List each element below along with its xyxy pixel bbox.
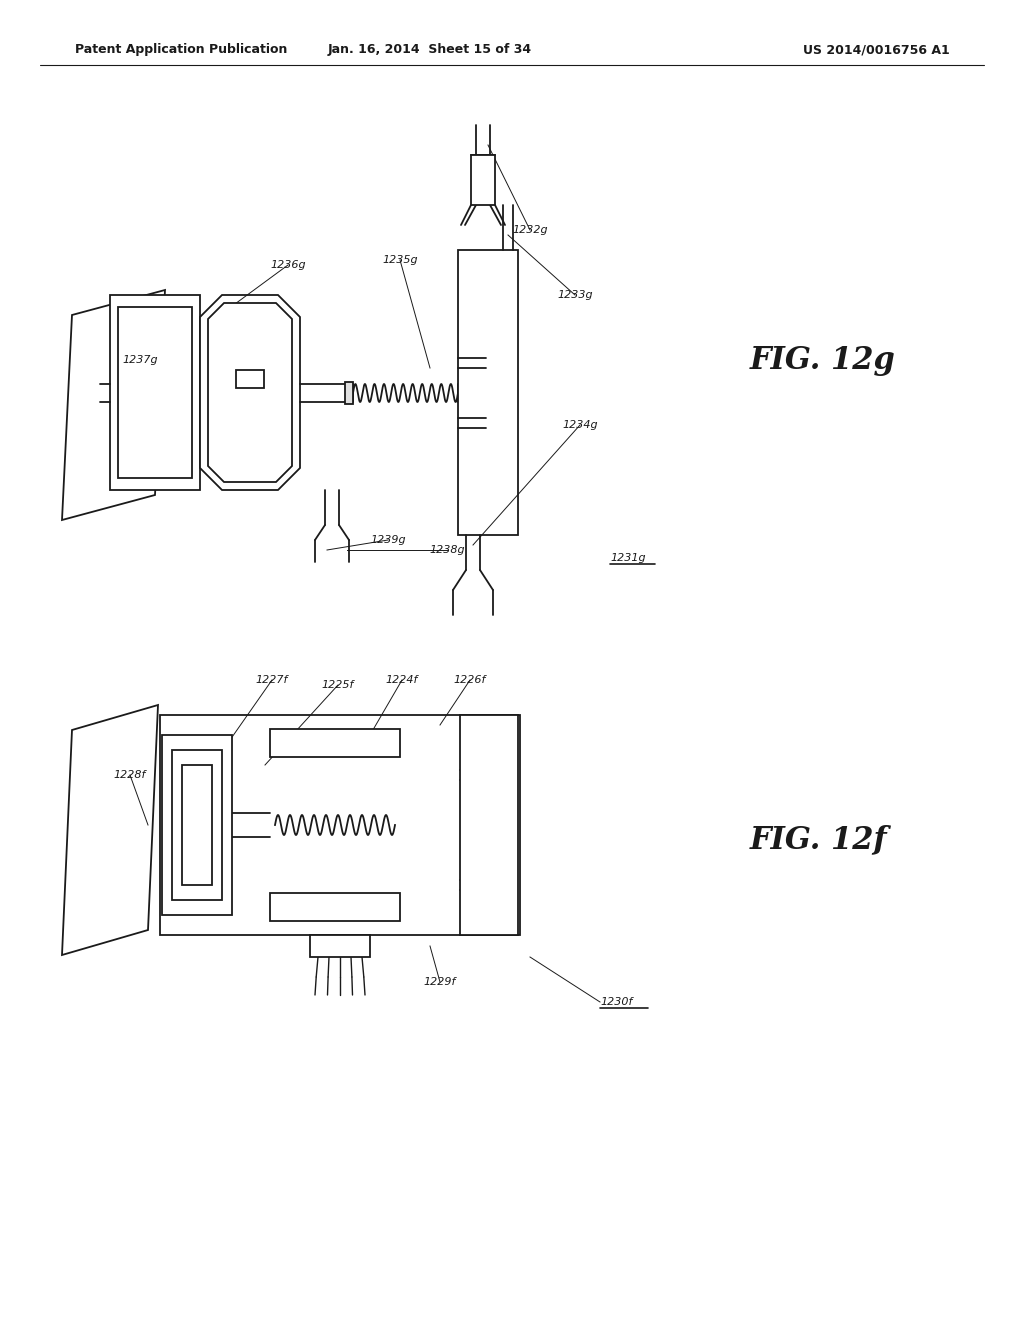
Text: 1236g: 1236g [270, 260, 306, 271]
Text: 1233g: 1233g [557, 290, 593, 300]
Text: Patent Application Publication: Patent Application Publication [75, 44, 288, 57]
Polygon shape [208, 304, 292, 482]
Bar [310, 935, 370, 957]
Text: 1234g: 1234g [562, 420, 598, 430]
Bar [270, 894, 400, 921]
Text: 1231g: 1231g [610, 553, 645, 564]
Bar [182, 766, 212, 884]
Polygon shape [200, 294, 300, 490]
Bar [458, 249, 518, 535]
Text: Jan. 16, 2014  Sheet 15 of 34: Jan. 16, 2014 Sheet 15 of 34 [328, 44, 532, 57]
Text: 1227f: 1227f [256, 675, 288, 685]
Bar [270, 729, 400, 756]
Text: 1225f: 1225f [322, 680, 354, 690]
Text: 1226f: 1226f [454, 675, 486, 685]
Bar [160, 715, 520, 935]
Polygon shape [62, 290, 165, 520]
Text: FIG. 12f: FIG. 12f [750, 825, 888, 855]
Text: 1232g: 1232g [512, 224, 548, 235]
Text: 1235g: 1235g [382, 255, 418, 265]
Bar [162, 735, 232, 915]
Bar [460, 715, 518, 935]
Text: 1238g: 1238g [429, 545, 465, 554]
Text: 1224f: 1224f [386, 675, 418, 685]
Bar [345, 381, 353, 404]
Bar [236, 370, 264, 388]
Text: FIG. 12g: FIG. 12g [750, 345, 896, 375]
Text: 1228f: 1228f [114, 770, 146, 780]
Text: 1230f: 1230f [600, 997, 633, 1007]
Bar [172, 750, 222, 900]
Polygon shape [62, 705, 158, 954]
Bar [118, 308, 193, 478]
Text: 1239g: 1239g [371, 535, 406, 545]
Text: US 2014/0016756 A1: US 2014/0016756 A1 [803, 44, 950, 57]
Text: 1229f: 1229f [424, 977, 456, 987]
Bar [471, 154, 495, 205]
Bar [110, 294, 200, 490]
Text: 1237g: 1237g [122, 355, 158, 366]
